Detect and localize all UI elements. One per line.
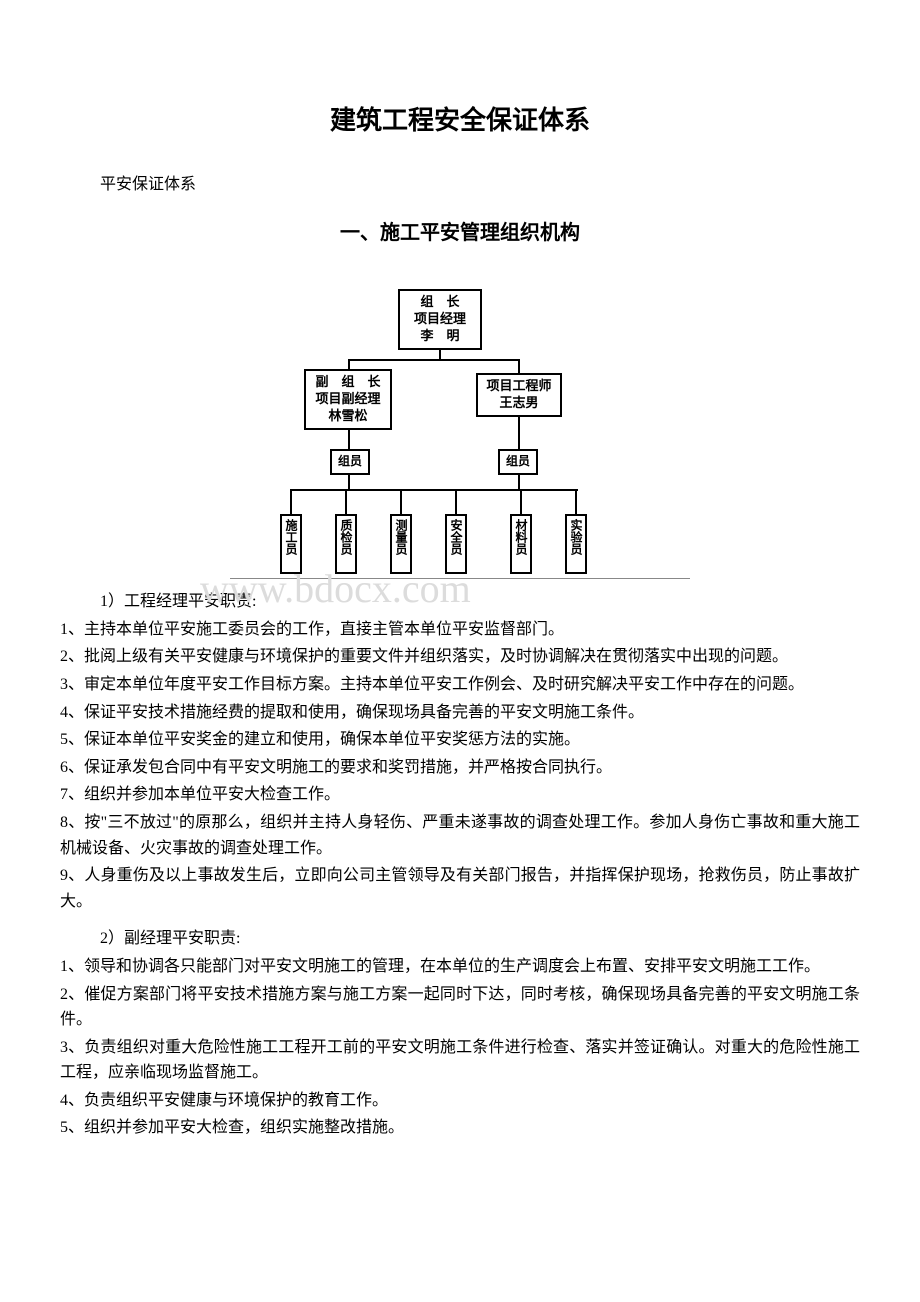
main-title: 建筑工程安全保证体系 bbox=[60, 100, 860, 142]
org-node-member_left: 组员 bbox=[330, 449, 370, 475]
resp-section-2-title: 2）副经理平安职责: bbox=[60, 926, 860, 952]
resp1-item-4: 4、保证平安技术措施经费的提取和使用，确保现场具备完善的平安文明施工条件。 bbox=[60, 700, 860, 726]
org-node-leaf_6: 实验员 bbox=[565, 514, 587, 574]
org-node-top: 组 长项目经理李 明 bbox=[398, 289, 482, 350]
resp1-item-5: 5、保证本单位平安奖金的建立和使用，确保本单位平安奖惩方法的实施。 bbox=[60, 727, 860, 753]
org-node-member_right: 组员 bbox=[498, 449, 538, 475]
resp-section-1-list: 1、主持本单位平安施工委员会的工作，直接主管本单位平安监督部门。2、批阅上级有关… bbox=[60, 617, 860, 915]
org-node-leaf_5: 材料员 bbox=[510, 514, 532, 574]
resp1-item-7: 7、组织并参加本单位平安大检查工作。 bbox=[60, 782, 860, 808]
resp1-item-8: 8、按"三不放过"的原那么，组织并主持人身轻伤、严重未遂事故的调查处理工作。参加… bbox=[60, 810, 860, 861]
resp2-item-3: 3、负责组织对重大危险性施工工程开工前的平安文明施工条件进行检查、落实并签证确认… bbox=[60, 1035, 860, 1086]
org-chart: 组 长项目经理李 明副 组 长项目副经理林雪松项目工程师王志男组员组员施工员质检… bbox=[230, 289, 690, 579]
org-node-mid_left: 副 组 长项目副经理林雪松 bbox=[304, 369, 392, 430]
resp2-item-1: 1、领导和协调各只能部门对平安文明施工的管理，在本单位的生产调度会上布置、安排平… bbox=[60, 954, 860, 980]
org-node-mid_right: 项目工程师王志男 bbox=[476, 373, 562, 417]
resp2-item-2: 2、催促方案部门将平安技术措施方案与施工方案一起同时下达，同时考核，确保现场具备… bbox=[60, 982, 860, 1033]
section-heading: 一、施工平安管理组织机构 bbox=[60, 217, 860, 249]
resp2-item-5: 5、组织并参加平安大检查，组织实施整改措施。 bbox=[60, 1115, 860, 1141]
resp1-item-9: 9、人身重伤及以上事故发生后，立即向公司主管领导及有关部门报告，并指挥保护现场，… bbox=[60, 863, 860, 914]
resp-section-2-list: 1、领导和协调各只能部门对平安文明施工的管理，在本单位的生产调度会上布置、安排平… bbox=[60, 954, 860, 1141]
chart-container: 组 长项目经理李 明副 组 长项目副经理林雪松项目工程师王志男组员组员施工员质检… bbox=[60, 289, 860, 579]
resp2-item-4: 4、负责组织平安健康与环境保护的教育工作。 bbox=[60, 1088, 860, 1114]
watermark: www.bdocx.com bbox=[200, 557, 471, 621]
resp1-item-6: 6、保证承发包合同中有平安文明施工的要求和奖罚措施，并严格按合同执行。 bbox=[60, 755, 860, 781]
resp1-item-3: 3、审定本单位年度平安工作目标方案。主持本单位平安工作例会、及时研究解决平安工作… bbox=[60, 672, 860, 698]
resp1-item-2: 2、批阅上级有关平安健康与环境保护的重要文件并组织落实，及时协调解决在贯彻落实中… bbox=[60, 644, 860, 670]
subtitle: 平安保证体系 bbox=[60, 172, 860, 198]
